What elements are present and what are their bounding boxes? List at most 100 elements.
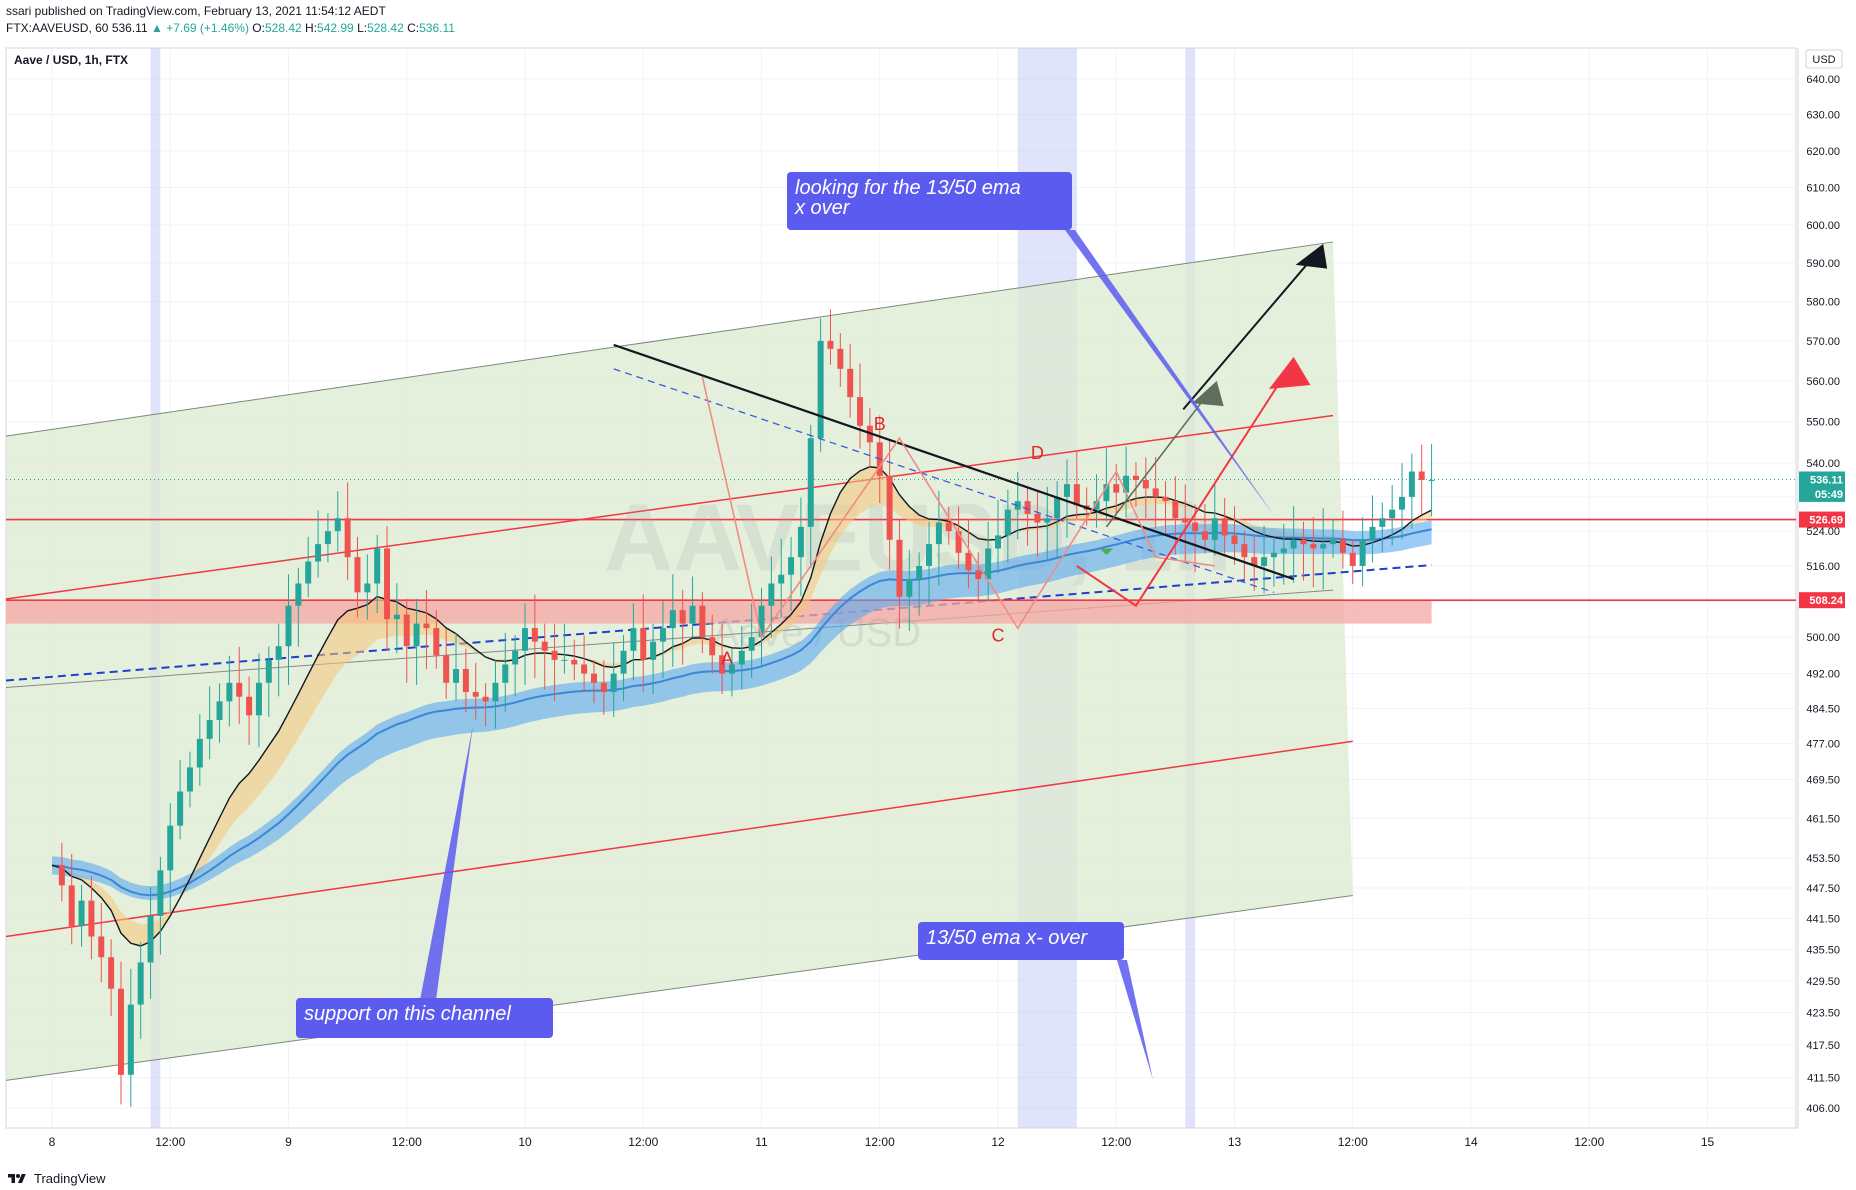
- candle-body: [1349, 552, 1356, 566]
- footer-brand: TradingView: [34, 1171, 106, 1186]
- candle-body: [1418, 471, 1425, 480]
- time-tick-label: 12:00: [1338, 1135, 1368, 1149]
- candle-body: [896, 539, 903, 597]
- candle-body: [482, 696, 489, 702]
- candle-body: [640, 628, 647, 660]
- candle-body: [1113, 484, 1120, 493]
- price-tick-label: 570.00: [1806, 336, 1840, 348]
- price-tick-label: 435.50: [1806, 944, 1840, 956]
- candle-body: [206, 720, 213, 739]
- price-tag: [1799, 485, 1845, 502]
- candle-body: [719, 655, 726, 674]
- candle-body: [344, 518, 351, 558]
- candle-body: [453, 669, 460, 683]
- price-tick-label: 423.50: [1806, 1008, 1840, 1020]
- close-value: 536.11: [419, 21, 455, 35]
- candle-body: [462, 669, 469, 693]
- black-arrowhead-icon: [1295, 243, 1328, 269]
- candle-body: [147, 915, 154, 963]
- candle-body: [295, 583, 302, 606]
- candle-body: [1339, 539, 1346, 553]
- candle-body: [177, 791, 184, 826]
- channel-upper-line: [5, 241, 1334, 437]
- price-tick-label: 477.00: [1806, 739, 1840, 751]
- candle-body: [492, 682, 499, 702]
- candle-body: [847, 368, 854, 398]
- candlestick-series: [58, 309, 1435, 1107]
- candle-body: [1063, 484, 1070, 497]
- price-tick-label: 550.00: [1806, 417, 1840, 429]
- candle-body: [98, 936, 105, 958]
- candle-body: [1280, 548, 1287, 553]
- candle-body: [1359, 539, 1366, 566]
- candle-body: [689, 605, 696, 624]
- time-tick-label: 12: [991, 1135, 1005, 1149]
- candle-body: [275, 646, 282, 660]
- candle-body: [1192, 522, 1199, 532]
- candle-body: [443, 655, 450, 683]
- price-tick-label: 516.00: [1806, 561, 1840, 573]
- time-tick-label: 11: [755, 1135, 768, 1149]
- channel-mid-upper-red: [5, 414, 1334, 600]
- channel-fill: [6, 241, 1353, 1081]
- candle-body: [374, 548, 381, 584]
- candle-body: [926, 544, 933, 566]
- publish-info: ssari published on TradingView.com, Febr…: [6, 4, 386, 18]
- ohlc-line: FTX:AAVEUSD, 60 536.11 ▲ +7.69 (+1.46%) …: [6, 20, 455, 36]
- drawings: A B C D: [613, 243, 1328, 668]
- price-tick-label: 580.00: [1806, 297, 1840, 309]
- price-tick-label: 540.00: [1806, 458, 1840, 470]
- time-tick-label: 8: [49, 1135, 56, 1149]
- price-tick-label: 560.00: [1806, 376, 1840, 388]
- candle-body: [1389, 509, 1396, 519]
- low-value: 528.42: [367, 21, 404, 35]
- candle-body: [1231, 535, 1238, 545]
- candle-body: [1211, 518, 1218, 540]
- candle-body: [1123, 475, 1130, 493]
- open-value: 528.42: [264, 21, 302, 35]
- candle-body: [522, 628, 528, 651]
- time-tick-label: 14: [1464, 1135, 1478, 1149]
- candle-body: [650, 641, 657, 660]
- candle-body: [807, 438, 814, 527]
- price-tick-label: 610.00: [1806, 183, 1840, 195]
- candle-body: [246, 696, 253, 716]
- time-tick-label: 9: [285, 1135, 292, 1149]
- price-tick-label: 500.00: [1806, 632, 1840, 644]
- candle-body: [354, 557, 361, 593]
- candle-body: [393, 614, 400, 620]
- pattern-label-b: B: [874, 414, 886, 434]
- callout-text: x over: [794, 197, 851, 219]
- candle-body: [581, 664, 588, 674]
- candle-body: [728, 664, 735, 674]
- candle-body: [127, 1004, 134, 1075]
- price-tag: [1799, 592, 1845, 609]
- price-tick-label: 453.50: [1806, 853, 1840, 865]
- candle-body: [108, 957, 115, 989]
- candle-body: [512, 650, 519, 665]
- candle-body: [995, 535, 1001, 549]
- price-axis[interactable]: 406.00 411.50 417.50 423.50 429.50 435.50 441.…: [1797, 48, 1845, 1128]
- candle-body: [1369, 526, 1376, 540]
- price-tick-label: 492.00: [1806, 669, 1840, 681]
- open-label: O:: [252, 21, 265, 35]
- time-axis[interactable]: 8 12:00 9 12:00 10 12:00 11 12:00 12 12:00 13 12:00…: [6, 1127, 1798, 1149]
- candle-body: [1172, 501, 1179, 519]
- symbol-label: FTX:AAVEUSD, 60: [6, 21, 109, 35]
- candle-body: [857, 397, 864, 426]
- callout-box: [918, 922, 1124, 960]
- candle-body: [1073, 484, 1080, 506]
- time-tick-label: 12:00: [1574, 1135, 1604, 1149]
- candle-body: [413, 623, 420, 647]
- candle-body: [334, 518, 341, 532]
- time-tick-label: 15: [1701, 1135, 1715, 1149]
- candle-body: [541, 641, 548, 651]
- candle-body: [1261, 557, 1268, 566]
- candle-body: [216, 701, 223, 721]
- candle-body: [985, 548, 992, 580]
- pattern-label-d: D: [1031, 443, 1044, 463]
- candle-body: [1310, 544, 1317, 549]
- candle-body: [590, 673, 597, 683]
- candle-body: [945, 522, 952, 532]
